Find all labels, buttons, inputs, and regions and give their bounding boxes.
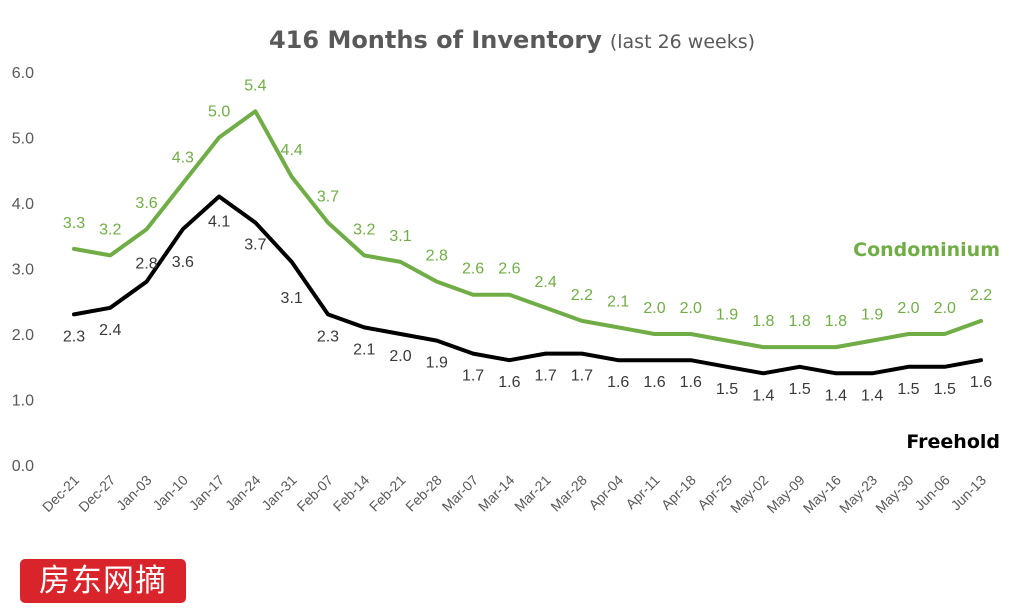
data-label: 2.3 (317, 328, 339, 345)
data-label: 5.4 (244, 77, 266, 94)
data-label: 2.4 (99, 322, 121, 339)
data-label: 1.7 (571, 368, 593, 385)
data-label: 2.1 (607, 293, 629, 310)
data-label: 1.5 (716, 381, 738, 398)
data-label: 3.2 (99, 221, 121, 238)
data-label: 1.7 (535, 368, 557, 385)
data-label: 1.7 (462, 368, 484, 385)
data-label: 2.4 (535, 274, 557, 291)
x-tick-label: Apr-04 (585, 472, 626, 513)
data-label: 2.6 (498, 261, 520, 278)
data-label: 1.6 (498, 374, 520, 391)
data-label: 1.4 (752, 387, 774, 404)
data-label: 2.0 (897, 300, 919, 317)
series-name-label: Condominium (853, 239, 1000, 261)
data-label: 2.1 (353, 341, 375, 358)
x-tick-label: Feb-21 (366, 472, 409, 515)
x-tick-label: Jan-31 (258, 472, 300, 514)
x-tick-label: May-16 (800, 472, 844, 516)
watermark-badge: 房东网摘 (20, 559, 186, 603)
x-tick-label: Dec-27 (75, 472, 118, 515)
y-tick-label: 4.0 (12, 196, 34, 213)
data-label: 1.5 (897, 381, 919, 398)
x-tick-label: May-23 (836, 472, 880, 516)
x-tick-label: Feb-07 (293, 472, 336, 515)
x-tick-label: Mar-07 (439, 472, 482, 515)
data-label: 4.4 (281, 142, 303, 159)
data-label: 3.1 (389, 228, 411, 245)
chart-title: 416 Months of Inventory (last 26 weeks) (269, 26, 755, 54)
data-label: 1.6 (970, 374, 992, 391)
x-tick-label: Mar-28 (547, 472, 590, 515)
x-tick-label: Jan-17 (186, 472, 228, 514)
y-tick-label: 2.0 (12, 327, 34, 344)
series-line-condominium (72, 109, 983, 350)
x-tick-label: Mar-21 (511, 472, 554, 515)
data-label: 2.8 (426, 248, 448, 265)
data-label: 5.0 (208, 104, 230, 121)
y-tick-label: 0.0 (12, 458, 34, 475)
data-label: 3.6 (135, 195, 157, 212)
y-tick-label: 5.0 (12, 131, 34, 148)
series-layer: 3.3 3.2 3.6 4.3 5.0 5.4 4.4 3.7 3.2 3.1 2.8 2.6 2.6 2… (63, 77, 1000, 453)
x-tick-label: Feb-14 (330, 472, 373, 515)
data-label: 1.6 (607, 374, 629, 391)
data-label: 4.3 (172, 149, 194, 166)
data-label: 2.8 (135, 256, 157, 273)
data-label: 1.8 (788, 313, 810, 330)
y-tick-label: 3.0 (12, 262, 34, 279)
chart-title-main: 416 Months of Inventory (269, 26, 602, 54)
x-tick-label: May-30 (872, 472, 916, 516)
x-tick-label: May-09 (763, 472, 807, 516)
data-label: 1.6 (643, 374, 665, 391)
x-tick-label: Jan-10 (149, 472, 191, 514)
data-label: 1.8 (752, 313, 774, 330)
x-tick-label: Feb-28 (402, 472, 445, 515)
y-axis: 0.0 1.0 2.0 3.0 4.0 5.0 6.0 (12, 65, 34, 475)
data-label: 1.5 (788, 381, 810, 398)
data-label: 1.9 (861, 307, 883, 324)
series-line-freehold (72, 194, 983, 376)
data-label: 1.9 (716, 307, 738, 324)
data-label: 2.0 (934, 300, 956, 317)
series-name-label: Freehold (906, 431, 1000, 453)
data-label: 3.7 (244, 237, 266, 254)
y-tick-label: 6.0 (12, 65, 34, 82)
data-label: 1.8 (825, 313, 847, 330)
x-tick-label: May-02 (727, 472, 771, 516)
x-tick-label: Jun-06 (911, 472, 953, 514)
data-label: 2.6 (462, 261, 484, 278)
x-tick-label: Jun-13 (948, 472, 990, 514)
data-label: 1.4 (861, 387, 883, 404)
x-tick-label: Mar-14 (475, 472, 518, 515)
data-label: 2.0 (389, 348, 411, 365)
data-label: 2.3 (63, 328, 85, 345)
data-label: 3.3 (63, 215, 85, 232)
data-label: 1.6 (680, 374, 702, 391)
data-label: 1.4 (825, 387, 847, 404)
data-label: 4.1 (208, 213, 230, 230)
data-label: 1.5 (934, 381, 956, 398)
x-tick-label: Apr-18 (658, 472, 699, 513)
data-label: 2.0 (680, 300, 702, 317)
x-axis: Dec-21Dec-27Jan-03Jan-10Jan-17Jan-24Jan-… (39, 472, 989, 516)
data-label: 1.9 (426, 355, 448, 372)
y-tick-label: 1.0 (12, 393, 34, 410)
x-tick-label: Apr-11 (622, 472, 662, 512)
chart-subtitle: (last 26 weeks) (610, 31, 755, 53)
x-tick-label: Dec-21 (39, 472, 82, 515)
data-label: 2.0 (643, 300, 665, 317)
data-label: 3.6 (172, 254, 194, 271)
data-label: 2.2 (571, 287, 593, 304)
x-tick-label: Jan-03 (113, 472, 155, 514)
data-label: 2.2 (970, 287, 992, 304)
data-label: 3.1 (281, 290, 303, 307)
data-label: 3.2 (353, 221, 375, 238)
x-tick-label: Jan-24 (222, 472, 264, 514)
data-label: 3.7 (317, 189, 339, 206)
